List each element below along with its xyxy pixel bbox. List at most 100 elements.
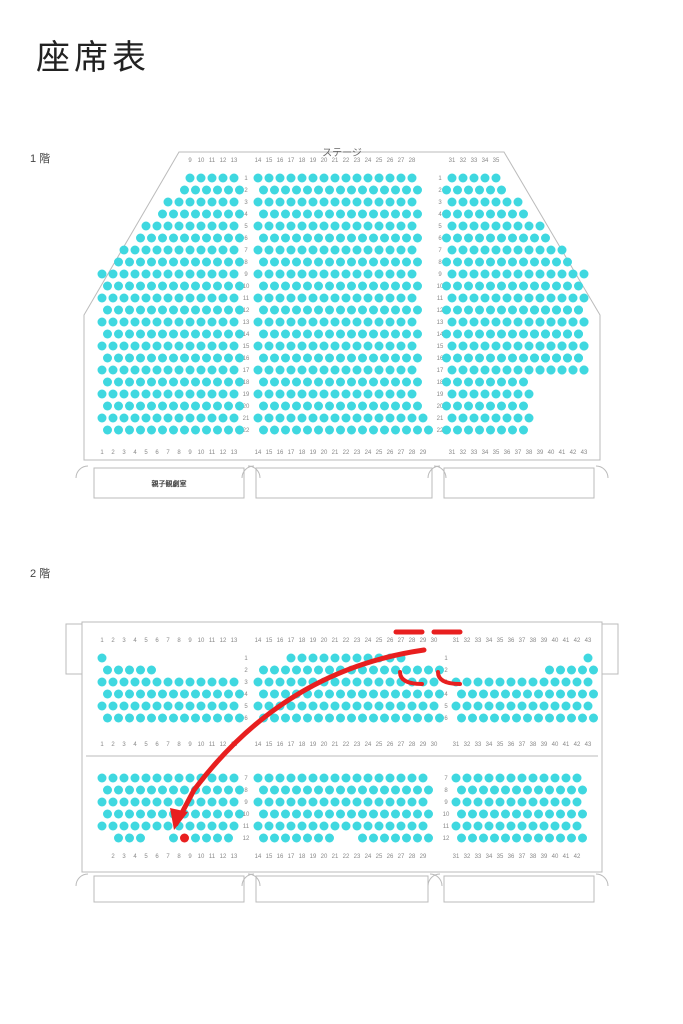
svg-text:27: 27 bbox=[398, 450, 405, 456]
svg-text:31: 31 bbox=[453, 854, 460, 860]
svg-text:16: 16 bbox=[277, 854, 284, 860]
svg-text:25: 25 bbox=[376, 158, 383, 164]
svg-text:5: 5 bbox=[144, 742, 148, 748]
svg-text:17: 17 bbox=[437, 368, 444, 374]
page-title: 座席表 bbox=[36, 30, 150, 79]
svg-text:13: 13 bbox=[231, 854, 238, 860]
svg-text:21: 21 bbox=[332, 742, 339, 748]
svg-text:3: 3 bbox=[122, 742, 126, 748]
svg-text:4: 4 bbox=[133, 450, 137, 456]
svg-text:28: 28 bbox=[409, 158, 416, 164]
svg-text:40: 40 bbox=[552, 638, 559, 644]
svg-text:17: 17 bbox=[288, 450, 295, 456]
svg-text:6: 6 bbox=[438, 236, 442, 242]
svg-text:9: 9 bbox=[188, 638, 192, 644]
svg-text:39: 39 bbox=[541, 854, 548, 860]
svg-text:17: 17 bbox=[288, 638, 295, 644]
svg-text:11: 11 bbox=[209, 158, 216, 164]
svg-text:2: 2 bbox=[444, 668, 448, 674]
svg-text:2: 2 bbox=[111, 742, 115, 748]
svg-text:7: 7 bbox=[166, 742, 170, 748]
svg-text:19: 19 bbox=[310, 742, 317, 748]
svg-text:20: 20 bbox=[321, 742, 328, 748]
svg-text:4: 4 bbox=[133, 638, 137, 644]
svg-text:19: 19 bbox=[310, 450, 317, 456]
svg-text:6: 6 bbox=[244, 716, 248, 722]
svg-text:3: 3 bbox=[122, 638, 126, 644]
svg-text:32: 32 bbox=[460, 450, 467, 456]
svg-text:22: 22 bbox=[343, 638, 350, 644]
svg-text:7: 7 bbox=[244, 776, 248, 782]
svg-text:9: 9 bbox=[244, 800, 248, 806]
svg-text:11: 11 bbox=[243, 824, 250, 830]
svg-text:25: 25 bbox=[376, 742, 383, 748]
svg-text:17: 17 bbox=[288, 854, 295, 860]
svg-text:13: 13 bbox=[437, 320, 444, 326]
svg-text:18: 18 bbox=[299, 158, 306, 164]
svg-text:33: 33 bbox=[471, 450, 478, 456]
svg-text:20: 20 bbox=[321, 450, 328, 456]
svg-text:21: 21 bbox=[332, 854, 339, 860]
svg-text:6: 6 bbox=[155, 854, 159, 860]
svg-text:5: 5 bbox=[144, 638, 148, 644]
svg-text:42: 42 bbox=[574, 742, 581, 748]
svg-text:16: 16 bbox=[277, 450, 284, 456]
svg-text:10: 10 bbox=[198, 638, 205, 644]
svg-text:24: 24 bbox=[365, 158, 372, 164]
svg-text:37: 37 bbox=[519, 742, 526, 748]
svg-text:33: 33 bbox=[475, 854, 482, 860]
svg-text:13: 13 bbox=[231, 638, 238, 644]
svg-text:20: 20 bbox=[321, 638, 328, 644]
svg-text:32: 32 bbox=[464, 854, 471, 860]
svg-text:28: 28 bbox=[409, 450, 416, 456]
svg-text:7: 7 bbox=[244, 248, 248, 254]
svg-text:8: 8 bbox=[444, 788, 448, 794]
svg-text:12: 12 bbox=[220, 450, 227, 456]
svg-text:1: 1 bbox=[438, 176, 442, 182]
svg-text:16: 16 bbox=[277, 158, 284, 164]
svg-text:9: 9 bbox=[188, 854, 192, 860]
svg-text:7: 7 bbox=[166, 638, 170, 644]
svg-text:26: 26 bbox=[387, 854, 394, 860]
svg-text:12: 12 bbox=[220, 742, 227, 748]
floor-1-map: ステージ910111213141516171819202122232425262… bbox=[24, 140, 660, 540]
svg-text:1: 1 bbox=[100, 450, 104, 456]
svg-text:27: 27 bbox=[398, 854, 405, 860]
svg-text:16: 16 bbox=[277, 638, 284, 644]
svg-text:5: 5 bbox=[438, 224, 442, 230]
svg-text:9: 9 bbox=[438, 272, 442, 278]
svg-text:19: 19 bbox=[310, 158, 317, 164]
svg-text:11: 11 bbox=[209, 742, 216, 748]
svg-text:43: 43 bbox=[585, 742, 592, 748]
svg-text:31: 31 bbox=[453, 638, 460, 644]
svg-text:21: 21 bbox=[332, 638, 339, 644]
svg-text:35: 35 bbox=[497, 854, 504, 860]
svg-text:17: 17 bbox=[288, 158, 295, 164]
svg-text:38: 38 bbox=[526, 450, 533, 456]
svg-text:11: 11 bbox=[243, 296, 250, 302]
svg-text:39: 39 bbox=[541, 638, 548, 644]
svg-text:41: 41 bbox=[559, 450, 566, 456]
svg-text:9: 9 bbox=[188, 158, 192, 164]
svg-text:36: 36 bbox=[508, 638, 515, 644]
svg-text:3: 3 bbox=[122, 450, 126, 456]
svg-text:31: 31 bbox=[449, 158, 456, 164]
svg-text:42: 42 bbox=[570, 450, 577, 456]
svg-text:8: 8 bbox=[438, 260, 442, 266]
svg-text:26: 26 bbox=[387, 638, 394, 644]
svg-text:37: 37 bbox=[519, 854, 526, 860]
svg-text:1: 1 bbox=[444, 656, 448, 662]
svg-text:7: 7 bbox=[444, 776, 448, 782]
svg-text:38: 38 bbox=[530, 854, 537, 860]
svg-text:29: 29 bbox=[420, 450, 427, 456]
svg-text:7: 7 bbox=[438, 248, 442, 254]
svg-text:4: 4 bbox=[133, 742, 137, 748]
svg-text:4: 4 bbox=[244, 212, 248, 218]
svg-text:23: 23 bbox=[354, 742, 361, 748]
svg-text:12: 12 bbox=[220, 158, 227, 164]
svg-text:11: 11 bbox=[209, 854, 216, 860]
svg-text:33: 33 bbox=[475, 638, 482, 644]
svg-text:23: 23 bbox=[354, 854, 361, 860]
svg-text:6: 6 bbox=[155, 742, 159, 748]
svg-text:28: 28 bbox=[409, 854, 416, 860]
